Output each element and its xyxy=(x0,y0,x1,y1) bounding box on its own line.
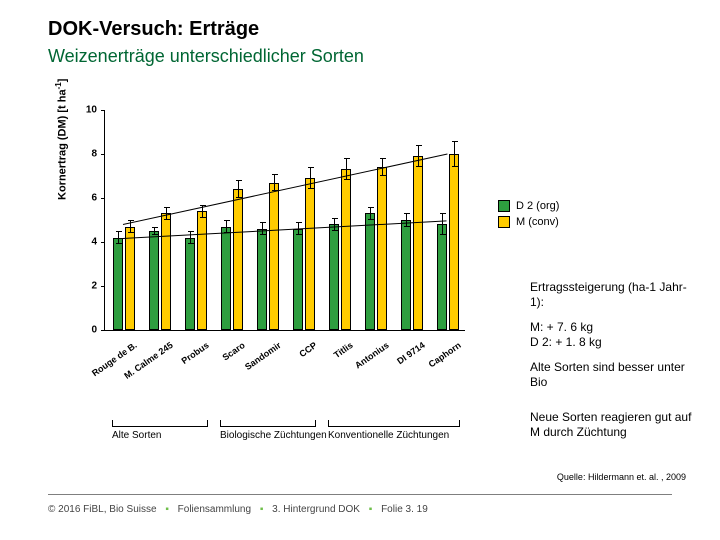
error-bar xyxy=(370,207,371,220)
legend-swatch xyxy=(498,216,510,228)
bar xyxy=(197,211,207,330)
error-bar xyxy=(274,174,275,192)
legend-item: M (conv) xyxy=(498,216,559,228)
side-note-2: Neue Sorten reagieren gut auf M durch Zü… xyxy=(530,410,700,440)
bar xyxy=(185,238,195,330)
bar xyxy=(149,231,159,330)
error-bar xyxy=(154,227,155,236)
page-subtitle: Weizenerträge unterschiedlicher Sorten xyxy=(48,46,364,67)
bar xyxy=(293,229,303,330)
bar xyxy=(449,154,459,330)
error-bar xyxy=(418,145,419,167)
footer-b: 3. Hintergrund DOK xyxy=(272,504,360,515)
bar xyxy=(329,224,339,330)
side-note-1: Alte Sorten sind besser unter Bio xyxy=(530,360,700,390)
y-tick-label: 0 xyxy=(77,325,97,336)
footer-sep-icon: ▪ xyxy=(369,504,373,515)
y-tick-label: 4 xyxy=(77,237,97,248)
plot-area: 0246810Rouge de B.M. Calme 245ProbusScar… xyxy=(104,110,465,331)
footer-rule xyxy=(48,494,672,495)
side-heading: Ertragssteigerung (ha-1 Jahr-1): xyxy=(530,280,700,310)
legend-label: M (conv) xyxy=(516,216,559,228)
bar xyxy=(377,167,387,330)
bar xyxy=(233,189,243,330)
bar xyxy=(269,183,279,330)
bar xyxy=(305,178,315,330)
footer-a: Foliensammlung xyxy=(178,504,251,515)
y-tick-label: 8 xyxy=(77,149,97,160)
legend-swatch xyxy=(498,200,510,212)
bar xyxy=(341,169,351,330)
bar xyxy=(413,156,423,330)
footer-sep-icon: ▪ xyxy=(260,504,264,515)
bar xyxy=(161,213,171,330)
y-tick-label: 6 xyxy=(77,193,97,204)
error-bar xyxy=(118,231,119,244)
footer-copyright: © 2016 FiBL, Bio Suisse xyxy=(48,504,157,515)
bar xyxy=(437,224,447,330)
side-values: M: + 7. 6 kgD 2: + 1. 8 kg xyxy=(530,320,700,350)
error-bar xyxy=(346,158,347,180)
bar xyxy=(113,238,123,330)
footer: © 2016 FiBL, Bio Suisse ▪ Foliensammlung… xyxy=(48,504,428,515)
bar xyxy=(401,220,411,330)
error-bar xyxy=(190,231,191,244)
chart-area: Kornertrag (DM) [t ha-1] 0246810Rouge de… xyxy=(48,110,478,400)
error-bar xyxy=(310,167,311,189)
bar xyxy=(125,227,135,330)
error-bar xyxy=(442,213,443,235)
bar xyxy=(257,229,267,330)
error-bar xyxy=(226,220,227,233)
region-label: Konventionelle Züchtungen xyxy=(328,430,449,441)
legend-label: D 2 (org) xyxy=(516,200,559,212)
region-label: Alte Sorten xyxy=(112,430,161,441)
slide: DOK-Versuch: Erträge Weizenerträge unter… xyxy=(0,0,720,540)
bar xyxy=(221,227,231,330)
source-citation: Quelle: Hildermann et. al. , 2009 xyxy=(557,472,686,482)
footer-c: Folie 3. 19 xyxy=(381,504,428,515)
y-tick-label: 2 xyxy=(77,281,97,292)
y-tick-label: 10 xyxy=(77,105,97,116)
chart-legend: D 2 (org) M (conv) xyxy=(498,200,559,232)
error-bar xyxy=(406,213,407,226)
footer-sep-icon: ▪ xyxy=(165,504,169,515)
trend-line xyxy=(123,154,447,225)
error-bar xyxy=(238,180,239,198)
error-bar xyxy=(454,141,455,167)
error-bar xyxy=(334,218,335,231)
bar xyxy=(365,213,375,330)
legend-item: D 2 (org) xyxy=(498,200,559,212)
region-label: Biologische Züchtungen xyxy=(220,430,327,441)
error-bar xyxy=(262,222,263,235)
page-title: DOK-Versuch: Erträge xyxy=(48,18,259,41)
y-axis-label: Kornertrag (DM) [t ha-1] xyxy=(54,79,69,200)
trend-line xyxy=(123,220,447,239)
